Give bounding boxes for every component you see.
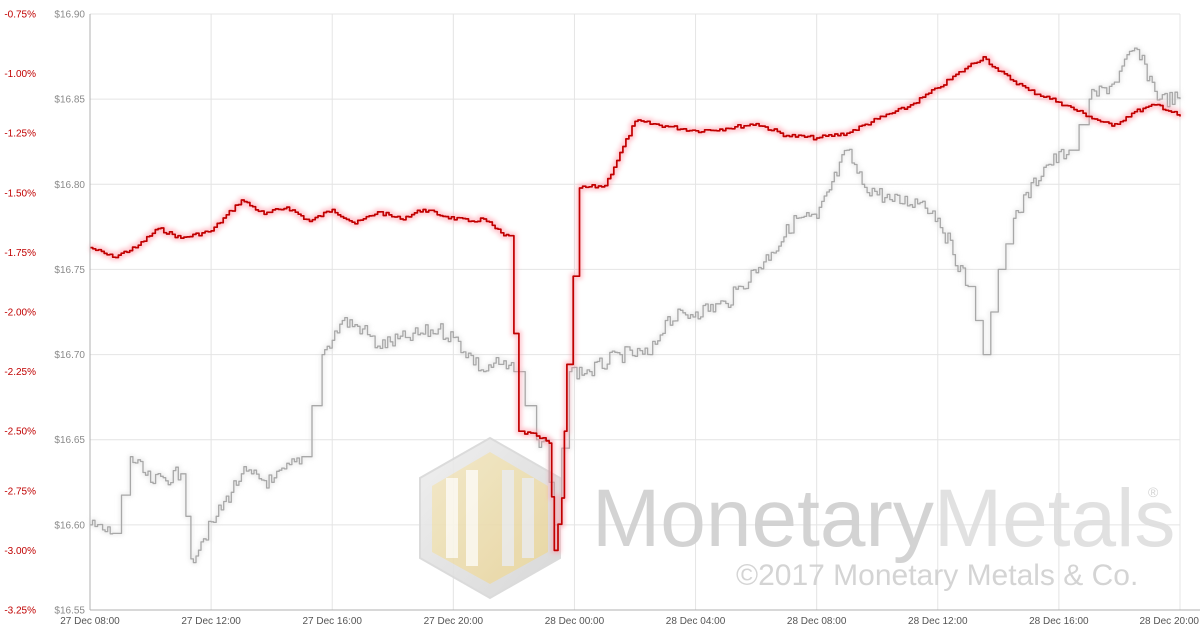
left-axis-tick: -0.75% [4, 10, 36, 21]
x-axis-tick: 27 Dec 08:00 [60, 616, 120, 627]
axes [89, 14, 1200, 611]
left-axis-tick: -1.00% [4, 69, 36, 80]
left-axis-tick: -1.75% [4, 248, 36, 259]
price-axis-tick: $16.70 [54, 350, 85, 361]
watermark: MonetaryMetals ® ©2017 Monetary Metals &… [419, 436, 1175, 600]
x-axis-tick: 28 Dec 04:00 [666, 616, 726, 627]
left-axis-tick: -1.50% [4, 188, 36, 199]
watermark-registered: ® [1148, 484, 1159, 500]
left-axis-tick: -2.25% [4, 367, 36, 378]
price-axis-tick: $16.80 [54, 180, 85, 191]
tick-labels: -0.75% -1.00% -1.25% -1.50% -1.75% -2.00% -2.2… [4, 10, 1199, 628]
x-axis-tick: 27 Dec 20:00 [424, 616, 484, 627]
spread-line [90, 56, 1181, 552]
price-axis-tick: $16.90 [54, 10, 85, 21]
watermark-brand: MonetaryMetals [592, 473, 1175, 564]
price-series [90, 46, 1182, 565]
x-axis-tick: 28 Dec 12:00 [908, 616, 968, 627]
price-axis-tick: $16.75 [54, 265, 85, 276]
left-axis-tick: -1.25% [4, 129, 36, 140]
left-axis-tick: -2.00% [4, 308, 36, 319]
x-axis-tick: 27 Dec 12:00 [181, 616, 241, 627]
price-axis-tick: $16.60 [54, 520, 85, 531]
spread-series [89, 53, 1183, 554]
x-axis-tick: 28 Dec 16:00 [1029, 616, 1089, 627]
price-line [90, 47, 1181, 564]
x-axis-tick: 28 Dec 20:00 [1140, 616, 1200, 627]
price-axis-tick: $16.55 [54, 606, 85, 617]
x-axis-tick: 27 Dec 16:00 [302, 616, 362, 627]
monetary-metals-logo [419, 436, 561, 600]
watermark-copyright: ©2017 Monetary Metals & Co. [736, 559, 1138, 592]
series-layer [89, 46, 1183, 565]
left-axis-tick: -3.00% [4, 546, 36, 557]
price-axis-tick: $16.65 [54, 435, 85, 446]
left-axis-tick: -2.75% [4, 486, 36, 497]
left-axis-tick: -3.25% [4, 606, 36, 617]
x-axis-tick: 28 Dec 00:00 [545, 616, 605, 627]
price-axis-tick: $16.85 [54, 95, 85, 106]
left-axis-tick: -2.50% [4, 427, 36, 438]
x-axis-tick: 28 Dec 08:00 [787, 616, 847, 627]
